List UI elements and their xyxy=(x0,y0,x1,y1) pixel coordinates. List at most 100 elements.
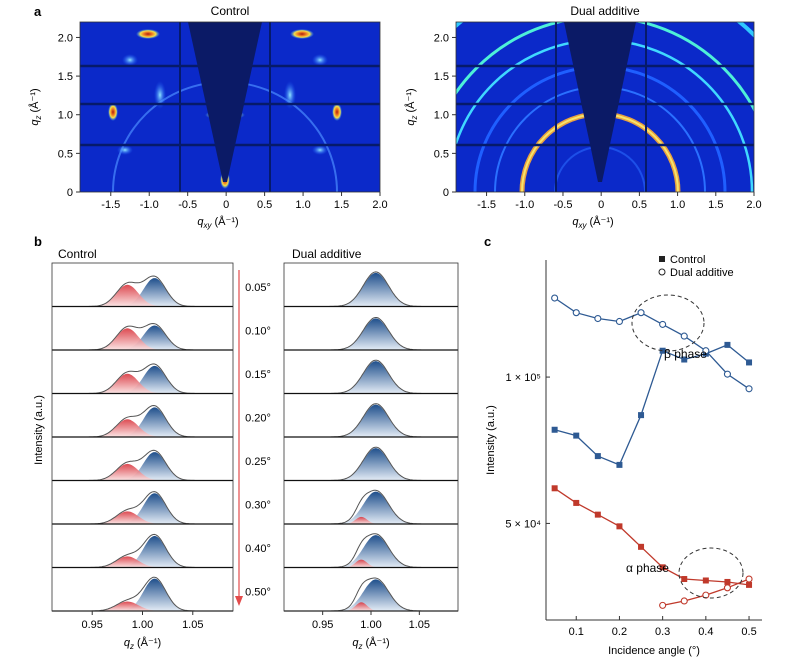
data-point-square xyxy=(551,426,558,433)
x-axis-label: qxy (Å⁻¹) xyxy=(197,215,238,230)
x-tick-label: -1.0 xyxy=(140,199,159,211)
beta-peak-area xyxy=(284,535,458,568)
x-tick-label: 1.05 xyxy=(409,619,430,631)
x-tick-label: 0.95 xyxy=(312,619,333,631)
beta-peak-area xyxy=(52,535,233,568)
alpha-phase-circle xyxy=(678,547,744,599)
alpha-peak-area xyxy=(52,284,233,307)
x-tick-label: 1.5 xyxy=(708,199,723,211)
beta-peak-area xyxy=(52,325,233,350)
x-tick-label: 1.00 xyxy=(360,619,381,631)
data-point-square xyxy=(724,341,731,348)
x-tick-label: 0.1 xyxy=(569,626,584,638)
alpha-peak-area xyxy=(52,511,233,524)
data-point-square xyxy=(573,432,580,439)
data-point-circle xyxy=(680,332,688,340)
diffuse-spot xyxy=(154,81,166,109)
data-point-square xyxy=(659,347,666,354)
alpha-peak-area xyxy=(284,602,458,611)
beta-peak-area xyxy=(284,318,458,350)
panel-b-dual-title: Dual additive xyxy=(292,247,362,261)
panel-b-control-title: Control xyxy=(58,247,97,261)
panel-c-plot: 0.1 0.2 0.3 0.4 0.5 5 × 10⁴ 1 × 10⁵ Incidence a… xyxy=(485,260,762,657)
data-point-square xyxy=(551,485,558,492)
legend-circle-marker xyxy=(658,268,666,276)
data-point-circle xyxy=(637,309,645,317)
x-axis-label: qz (Å⁻¹) xyxy=(124,636,161,651)
map-control-title: Control xyxy=(211,4,250,18)
legend: Control Dual additive xyxy=(658,254,734,279)
beta-peak-area xyxy=(284,404,458,437)
panel-a-axes: -1.5 -1.0 -0.5 0 0.5 1.0 1.5 2.0 0 0.5 1.0 1.5 2.0 qx… xyxy=(28,32,762,230)
beta-peak-area xyxy=(52,452,233,481)
diffuse-spot xyxy=(284,81,296,109)
x-tick-label: -0.5 xyxy=(553,199,572,211)
incidence-angle-label: 0.30° xyxy=(245,500,271,512)
map-frame xyxy=(455,21,755,193)
alpha-peak-area xyxy=(52,328,233,350)
y-tick-label: 1 × 10⁵ xyxy=(506,372,541,384)
y-axis-label: qz (Å⁻¹) xyxy=(28,88,43,125)
data-point-square xyxy=(638,543,645,550)
data-point-circle xyxy=(551,294,559,302)
beta-peak-area xyxy=(284,491,458,524)
x-tick-label: -1.0 xyxy=(515,199,534,211)
alpha-peak-area xyxy=(284,559,458,568)
legend-control: Control xyxy=(670,254,705,266)
x-tick-label: 1.0 xyxy=(670,199,685,211)
y-tick-label: 0.5 xyxy=(58,148,73,160)
incidence-angle-label: 0.50° xyxy=(245,587,271,599)
data-point-square xyxy=(681,576,688,583)
x-tick-label: 0.5 xyxy=(632,199,647,211)
data-point-square xyxy=(638,412,645,419)
beta-peak-area xyxy=(284,361,458,394)
legend-dual: Dual additive xyxy=(670,267,734,279)
alpha-peak-area xyxy=(52,373,233,394)
x-tick-label: 0.5 xyxy=(257,199,272,211)
bragg-spot xyxy=(108,103,118,121)
data-point-circle xyxy=(594,314,602,323)
x-tick-label: 0 xyxy=(223,199,229,211)
x-tick-label: -0.5 xyxy=(178,199,197,211)
y-tick-label: 0 xyxy=(67,187,73,199)
x-axis-label: qz (Å⁻¹) xyxy=(352,636,389,651)
data-point-square xyxy=(724,578,731,585)
panel-b-label: b xyxy=(34,234,42,249)
data-point-square xyxy=(594,453,601,460)
map-dual-title: Dual additive xyxy=(570,4,640,18)
x-tick-label: 2.0 xyxy=(372,199,387,211)
data-point-circle xyxy=(723,370,731,378)
y-tick-label: 1.0 xyxy=(58,110,73,122)
diffuse-spot xyxy=(312,145,328,155)
data-point-square xyxy=(594,511,601,518)
series-line xyxy=(554,487,750,586)
data-point-circle xyxy=(702,347,710,355)
x-tick-label: 0 xyxy=(598,199,604,211)
data-point-square xyxy=(659,564,666,571)
x-tick-label: -1.5 xyxy=(101,199,120,211)
angle-arrow-head xyxy=(235,596,243,606)
x-tick-label: 1.0 xyxy=(295,199,310,211)
panel-c-label: c xyxy=(484,234,491,249)
map-frame xyxy=(79,21,381,193)
data-point-circle xyxy=(723,584,731,592)
incidence-angle-label: 0.15° xyxy=(245,369,271,381)
beta-peak-area xyxy=(52,365,233,394)
x-tick-label: 2.0 xyxy=(746,199,761,211)
bragg-spot xyxy=(290,29,314,39)
y-tick-label: 1.5 xyxy=(58,71,73,83)
data-point-square xyxy=(573,499,580,506)
beta-phase-circle xyxy=(631,294,705,352)
incidence-angle-label: 0.25° xyxy=(245,456,271,468)
data-point-circle xyxy=(659,320,667,328)
alpha-phase-label: α phase xyxy=(626,561,669,575)
data-point-circle xyxy=(680,597,688,605)
bragg-spot xyxy=(136,29,160,39)
giwaxs-map-dual xyxy=(456,22,754,192)
y-tick-label: 2.0 xyxy=(434,32,449,44)
beta-peak-area xyxy=(52,578,233,611)
alpha-peak-area xyxy=(52,556,233,568)
x-axis-label: Incidence angle (°) xyxy=(608,645,700,657)
data-point-square xyxy=(616,523,623,530)
